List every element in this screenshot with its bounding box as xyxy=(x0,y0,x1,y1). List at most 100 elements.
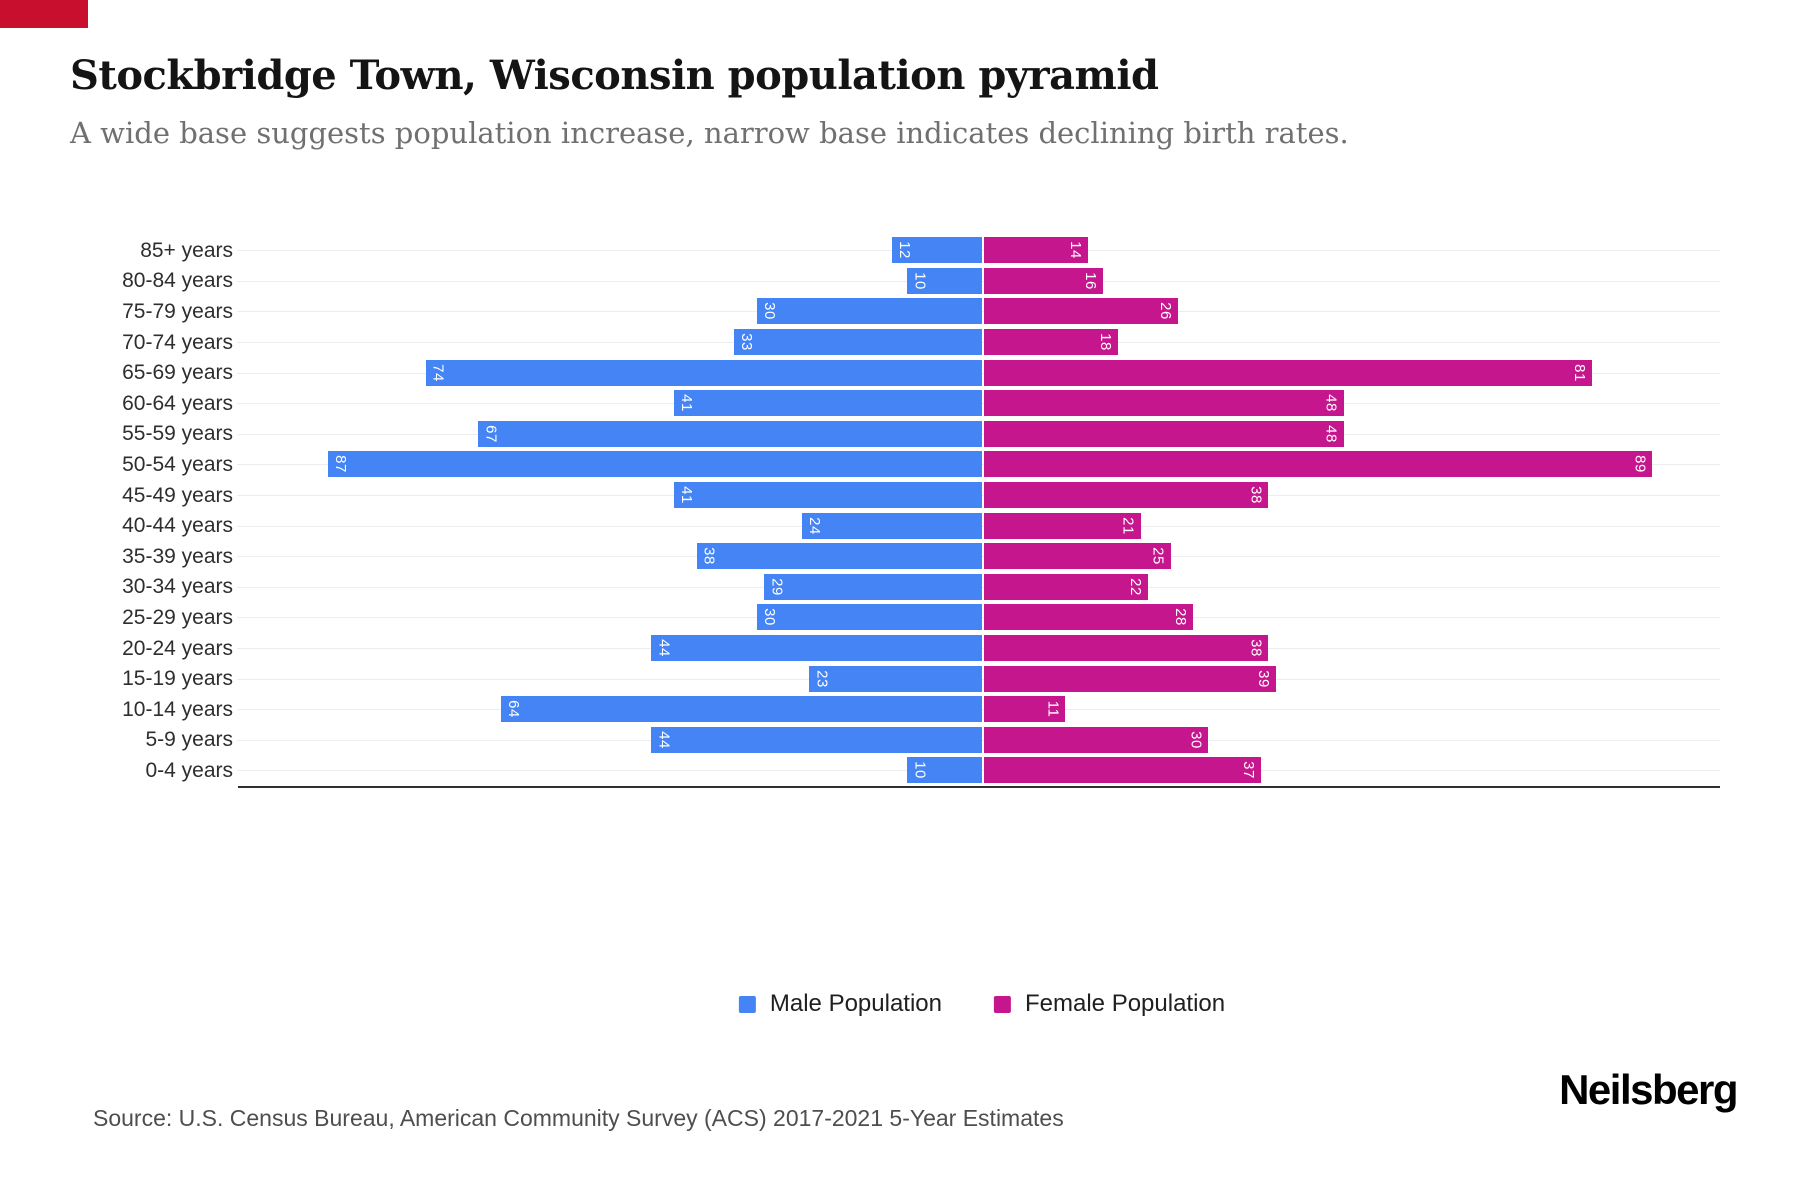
male-value-label: 24 xyxy=(805,516,823,535)
brand-accent-bar xyxy=(0,0,88,28)
row-plot-area: 44 38 xyxy=(237,633,1720,664)
male-bar: 41 xyxy=(673,390,982,417)
male-value-label: 87 xyxy=(331,455,349,474)
age-group-label: 60-64 years xyxy=(122,391,233,415)
female-value-label: 25 xyxy=(1149,547,1167,566)
age-group-label: 40-44 years xyxy=(122,514,233,538)
female-bar: 14 xyxy=(983,237,1088,264)
population-pyramid-chart: 85+ years 12 14 80-84 years 10 16 75-79 years 3… xyxy=(70,235,1720,791)
female-bar: 28 xyxy=(983,604,1194,631)
pyramid-row: 65-69 years 74 81 xyxy=(70,357,1720,388)
age-group-label: 55-59 years xyxy=(122,422,233,446)
female-bar: 25 xyxy=(983,543,1171,570)
male-bar: 23 xyxy=(809,665,982,692)
male-value-label: 10 xyxy=(911,272,929,290)
age-group-label: 45-49 years xyxy=(122,483,233,507)
female-value-label: 81 xyxy=(1571,363,1589,382)
age-group-label: 35-39 years xyxy=(122,544,233,568)
male-bar: 30 xyxy=(756,298,982,325)
row-plot-area: 30 26 xyxy=(237,296,1720,327)
male-bar: 12 xyxy=(892,237,982,264)
male-bar: 24 xyxy=(801,512,982,539)
pyramid-row: 5-9 years 44 30 xyxy=(70,725,1720,756)
pyramid-row: 30-34 years 29 22 xyxy=(70,572,1720,603)
pyramid-row: 85+ years 12 14 xyxy=(70,235,1720,266)
female-bar: 16 xyxy=(983,267,1103,294)
female-bar: 38 xyxy=(983,635,1269,662)
row-plot-area: 10 16 xyxy=(237,266,1720,297)
pyramid-row: 60-64 years 41 48 xyxy=(70,388,1720,419)
female-value-label: 26 xyxy=(1157,302,1175,321)
male-bar: 64 xyxy=(500,696,982,723)
male-bar: 87 xyxy=(327,451,982,478)
age-group-label: 70-74 years xyxy=(122,330,233,354)
page-subtitle: A wide base suggests population increase… xyxy=(70,116,1349,150)
male-legend-swatch xyxy=(738,995,756,1013)
female-value-label: 38 xyxy=(1247,639,1265,657)
age-group-label: 85+ years xyxy=(140,238,233,262)
female-value-label: 16 xyxy=(1081,272,1099,290)
male-value-label: 41 xyxy=(677,486,695,504)
row-plot-area: 67 48 xyxy=(237,419,1720,450)
row-plot-area: 23 39 xyxy=(237,663,1720,694)
female-bar: 22 xyxy=(983,573,1149,600)
row-plot-area: 87 89 xyxy=(237,449,1720,480)
male-bar: 41 xyxy=(673,482,982,509)
female-value-label: 11 xyxy=(1044,700,1062,718)
row-plot-area: 10 37 xyxy=(237,755,1720,786)
female-bar: 48 xyxy=(983,420,1344,447)
pyramid-row: 70-74 years 33 18 xyxy=(70,327,1720,358)
age-group-label: 50-54 years xyxy=(122,452,233,476)
row-plot-area: 24 21 xyxy=(237,510,1720,541)
legend-item-female: Female Population xyxy=(994,990,1225,1018)
pyramid-rows: 85+ years 12 14 80-84 years 10 16 75-79 years 3… xyxy=(70,235,1720,786)
female-value-label: 39 xyxy=(1254,669,1272,688)
source-attribution: Source: U.S. Census Bureau, American Com… xyxy=(93,1105,1064,1131)
male-value-label: 44 xyxy=(655,730,673,749)
row-plot-area: 41 48 xyxy=(237,388,1720,419)
female-bar: 38 xyxy=(983,482,1269,509)
female-bar: 18 xyxy=(983,329,1118,356)
pyramid-row: 45-49 years 41 38 xyxy=(70,480,1720,511)
row-plot-area: 12 14 xyxy=(237,235,1720,266)
male-value-label: 30 xyxy=(760,302,778,321)
male-bar: 30 xyxy=(756,604,982,631)
pyramid-row: 0-4 years 10 37 xyxy=(70,755,1720,786)
age-group-label: 80-84 years xyxy=(122,269,233,293)
chart-legend: Male Population Female Population xyxy=(738,990,1225,1018)
male-value-label: 12 xyxy=(896,241,914,260)
male-value-label: 38 xyxy=(700,547,718,566)
female-bar: 21 xyxy=(983,512,1141,539)
age-group-label: 0-4 years xyxy=(145,758,233,782)
row-plot-area: 29 22 xyxy=(237,572,1720,603)
female-value-label: 38 xyxy=(1247,486,1265,504)
female-value-label: 22 xyxy=(1127,577,1145,596)
row-plot-area: 41 38 xyxy=(237,480,1720,511)
page-title: Stockbridge Town, Wisconsin population p… xyxy=(70,52,1159,99)
male-value-label: 41 xyxy=(677,394,695,413)
pyramid-row: 25-29 years 30 28 xyxy=(70,602,1720,633)
male-bar: 74 xyxy=(425,359,982,386)
female-bar: 48 xyxy=(983,390,1344,417)
row-plot-area: 74 81 xyxy=(237,357,1720,388)
age-group-label: 25-29 years xyxy=(122,605,233,629)
female-legend-label: Female Population xyxy=(1025,990,1226,1017)
female-bar: 89 xyxy=(983,451,1653,478)
male-bar: 33 xyxy=(734,329,982,356)
female-value-label: 30 xyxy=(1187,730,1205,749)
row-plot-area: 64 11 xyxy=(237,694,1720,725)
pyramid-row: 80-84 years 10 16 xyxy=(70,266,1720,297)
age-group-label: 5-9 years xyxy=(145,728,233,752)
male-bar: 10 xyxy=(907,757,982,784)
male-bar: 44 xyxy=(651,635,982,662)
female-value-label: 21 xyxy=(1119,516,1137,535)
female-value-label: 14 xyxy=(1066,241,1084,260)
pyramid-row: 75-79 years 30 26 xyxy=(70,296,1720,327)
female-bar: 26 xyxy=(983,298,1179,325)
female-bar: 30 xyxy=(983,726,1209,753)
pyramid-row: 55-59 years 67 48 xyxy=(70,419,1720,450)
male-value-label: 23 xyxy=(813,669,831,688)
female-bar: 81 xyxy=(983,359,1593,386)
pyramid-row: 15-19 years 23 39 xyxy=(70,663,1720,694)
row-plot-area: 44 30 xyxy=(237,725,1720,756)
